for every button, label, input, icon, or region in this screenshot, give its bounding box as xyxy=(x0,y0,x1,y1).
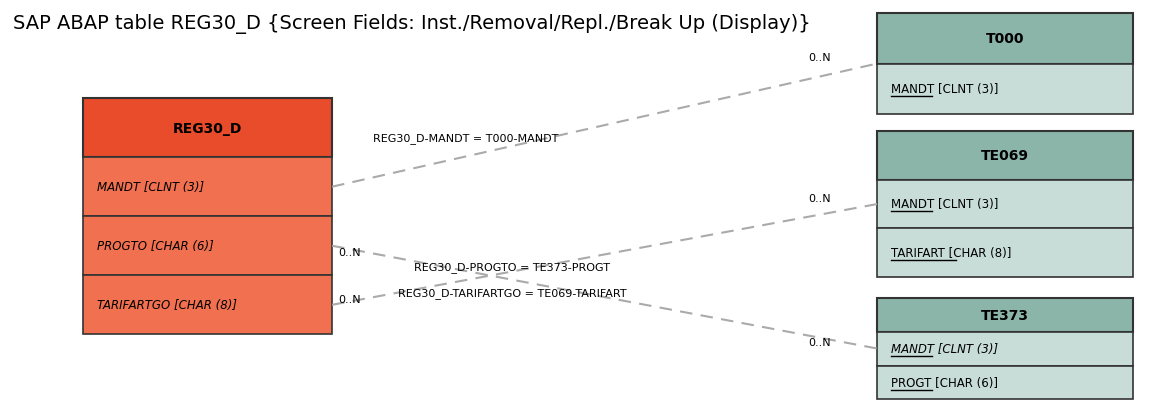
Text: 0..N: 0..N xyxy=(808,338,830,348)
FancyBboxPatch shape xyxy=(877,13,1133,64)
FancyBboxPatch shape xyxy=(877,229,1133,278)
Text: PROGT [CHAR (6)]: PROGT [CHAR (6)] xyxy=(891,376,998,389)
Text: REG30_D-PROGTO = TE373-PROGT: REG30_D-PROGTO = TE373-PROGT xyxy=(414,261,609,272)
Text: 0..N: 0..N xyxy=(808,193,830,203)
FancyBboxPatch shape xyxy=(83,99,333,158)
Text: MANDT [CLNT (3)]: MANDT [CLNT (3)] xyxy=(891,83,999,96)
FancyBboxPatch shape xyxy=(877,64,1133,115)
FancyBboxPatch shape xyxy=(83,217,333,276)
Text: 0..N: 0..N xyxy=(338,294,361,304)
FancyBboxPatch shape xyxy=(877,366,1133,400)
Text: 0..N: 0..N xyxy=(808,53,830,63)
Text: T000: T000 xyxy=(986,32,1025,46)
Text: REG30_D: REG30_D xyxy=(172,121,242,135)
Text: MANDT [CLNT (3)]: MANDT [CLNT (3)] xyxy=(97,181,204,194)
Text: MANDT [CLNT (3)]: MANDT [CLNT (3)] xyxy=(891,198,999,211)
Text: REG30_D-TARIFARTGO = TE069-TARIFART: REG30_D-TARIFARTGO = TE069-TARIFART xyxy=(398,288,626,298)
Text: SAP ABAP table REG30_D {Screen Fields: Inst./Removal/Repl./Break Up (Display)}: SAP ABAP table REG30_D {Screen Fields: I… xyxy=(13,13,811,34)
FancyBboxPatch shape xyxy=(877,298,1133,332)
Text: TARIFARTGO [CHAR (8)]: TARIFARTGO [CHAR (8)] xyxy=(97,299,236,312)
Text: TE373: TE373 xyxy=(980,308,1029,322)
Text: 0..N: 0..N xyxy=(338,247,361,257)
FancyBboxPatch shape xyxy=(877,332,1133,366)
FancyBboxPatch shape xyxy=(83,158,333,217)
FancyBboxPatch shape xyxy=(877,180,1133,229)
FancyBboxPatch shape xyxy=(877,131,1133,180)
Text: TE069: TE069 xyxy=(980,149,1029,163)
FancyBboxPatch shape xyxy=(83,276,333,335)
Text: MANDT [CLNT (3)]: MANDT [CLNT (3)] xyxy=(891,342,998,355)
Text: REG30_D-MANDT = T000-MANDT: REG30_D-MANDT = T000-MANDT xyxy=(373,133,558,144)
Text: PROGTO [CHAR (6)]: PROGTO [CHAR (6)] xyxy=(97,240,213,253)
Text: TARIFART [CHAR (8)]: TARIFART [CHAR (8)] xyxy=(891,247,1012,260)
